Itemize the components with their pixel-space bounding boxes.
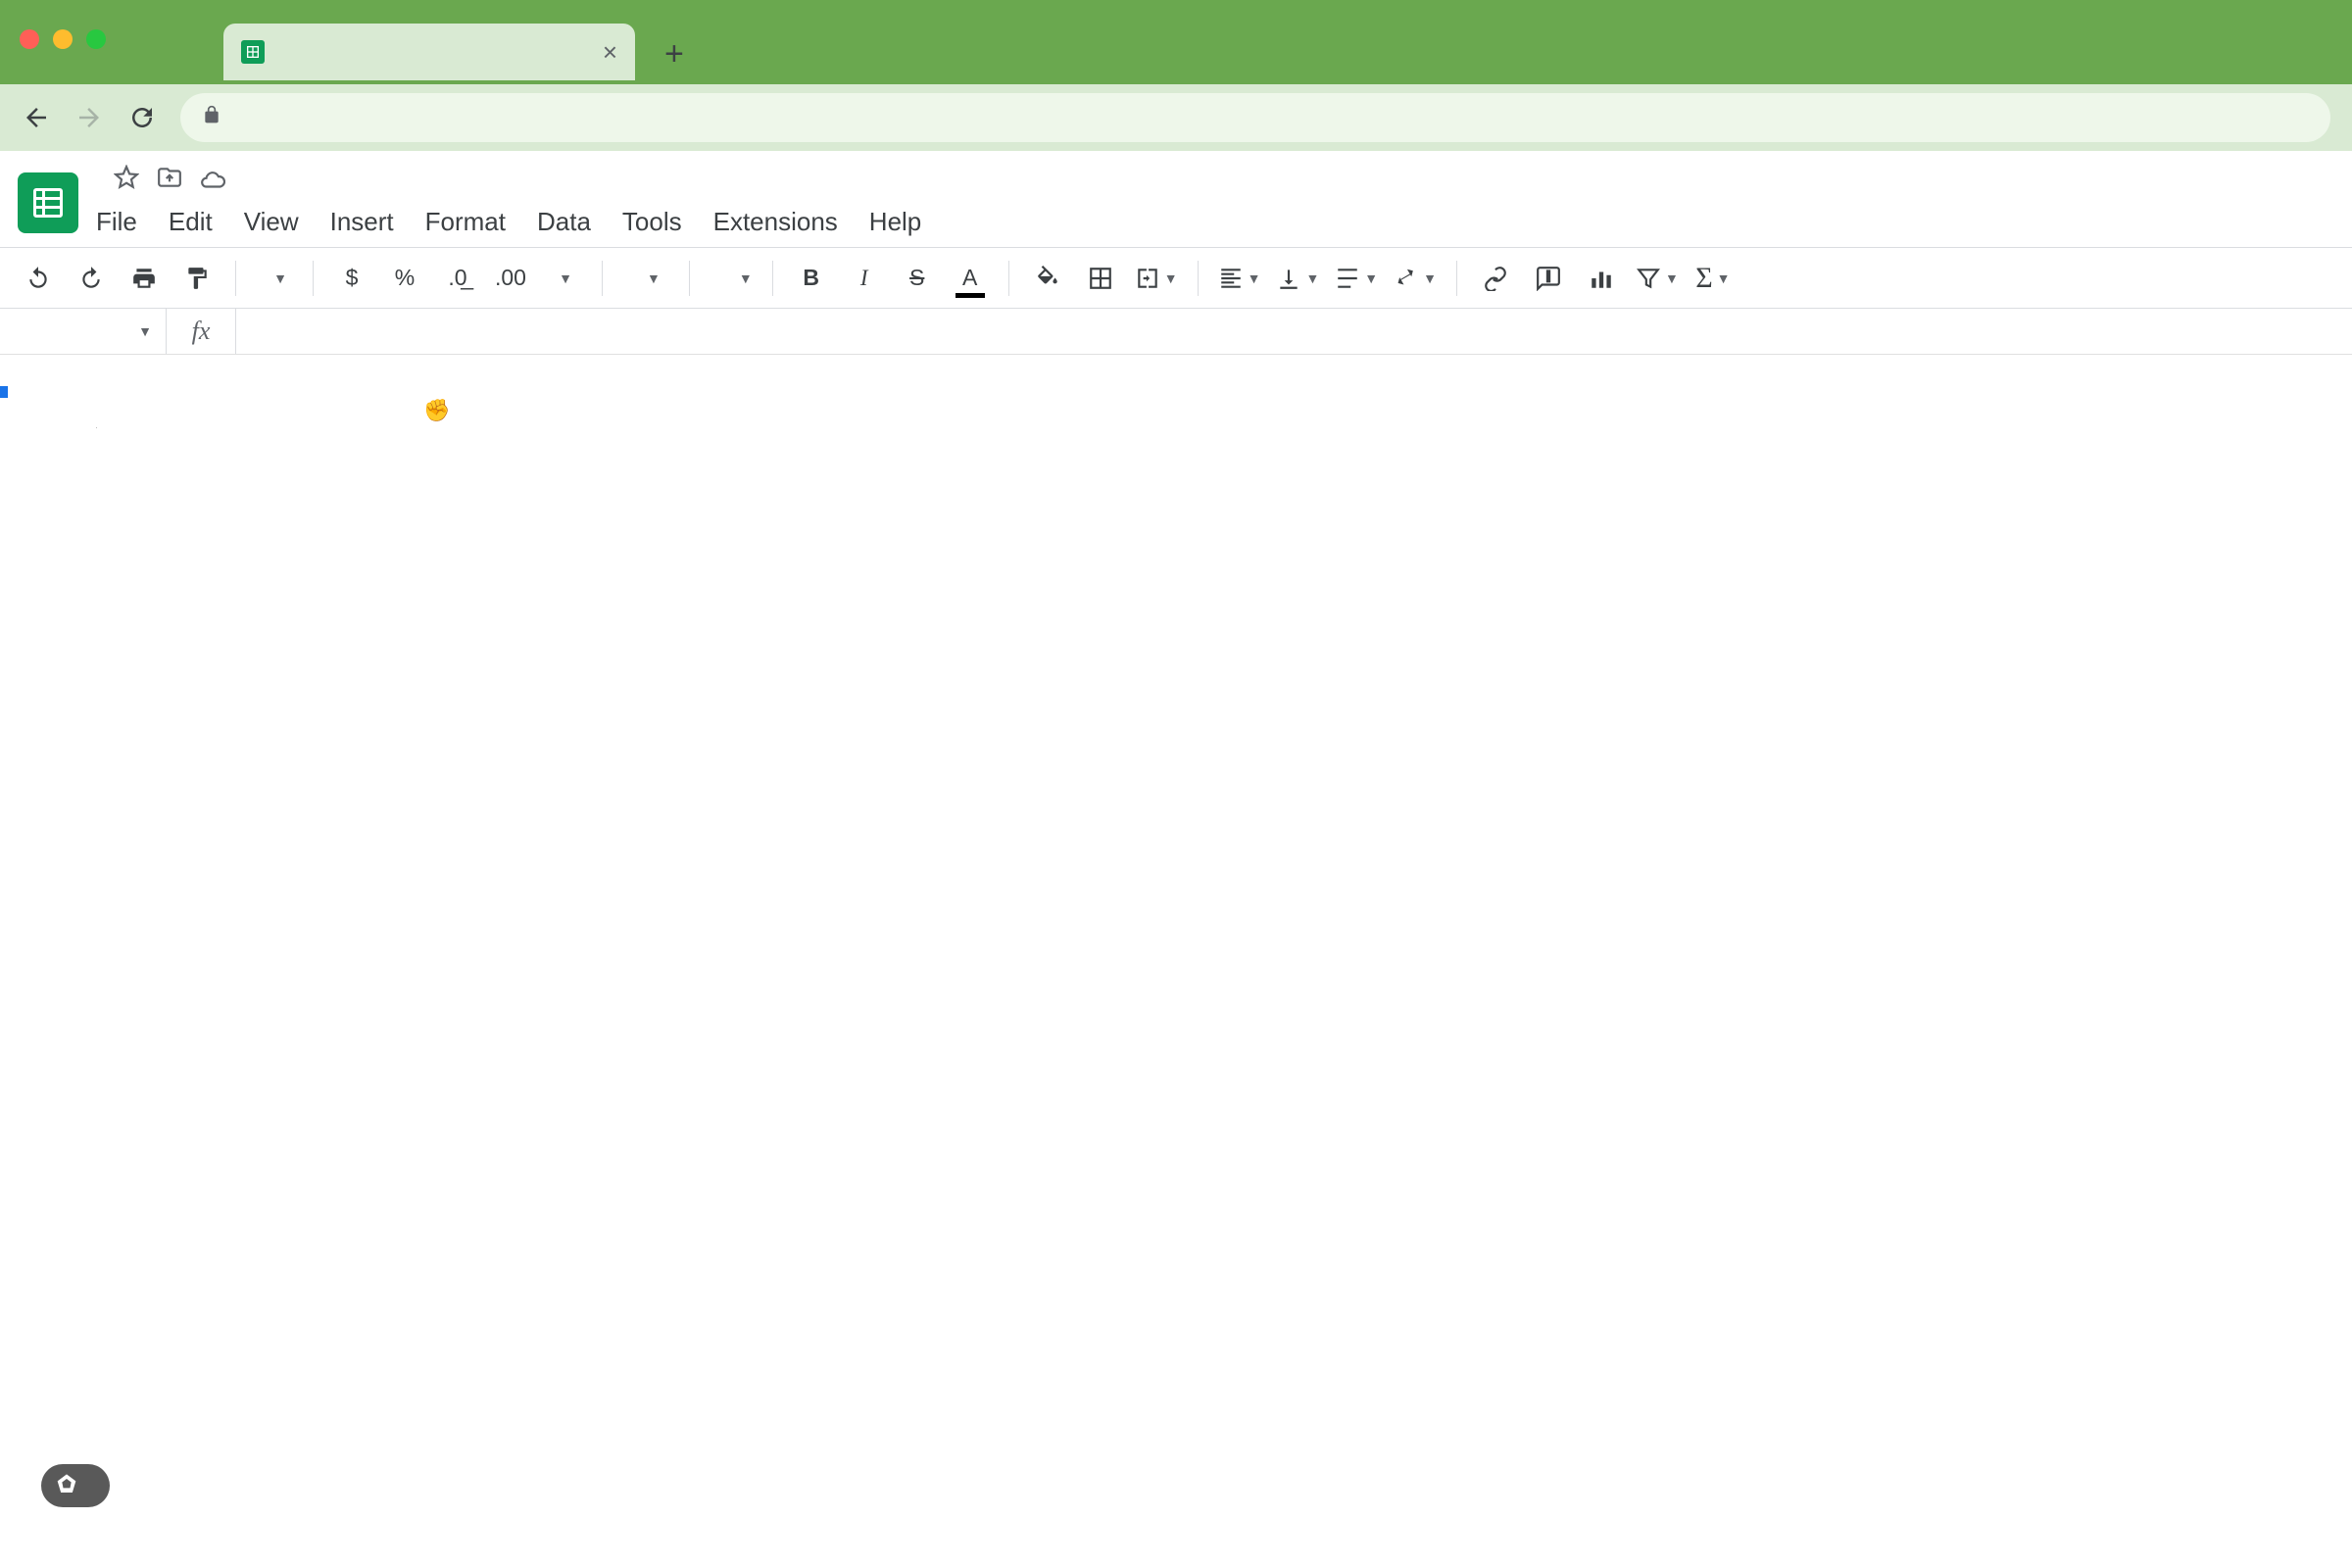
font-size-dropdown[interactable]: ▼ bbox=[710, 257, 753, 300]
italic-button[interactable]: I bbox=[846, 257, 883, 300]
filter-button[interactable]: ▼ bbox=[1636, 257, 1679, 300]
rotate-button[interactable]: ▼ bbox=[1394, 257, 1437, 300]
currency-button[interactable]: $ bbox=[333, 257, 370, 300]
functions-button[interactable]: Σ▼ bbox=[1694, 257, 1732, 300]
increase-decimal-button[interactable]: .00 bbox=[492, 257, 529, 300]
decrease-decimal-button[interactable]: .0̲ bbox=[439, 257, 476, 300]
bold-button[interactable]: B bbox=[793, 257, 830, 300]
url-field[interactable] bbox=[180, 93, 2330, 142]
maximize-window-button[interactable] bbox=[86, 29, 106, 49]
name-box[interactable]: ▼ bbox=[0, 309, 167, 354]
zoom-dropdown[interactable]: ▼ bbox=[256, 257, 293, 300]
move-icon[interactable] bbox=[157, 165, 182, 195]
new-tab-button[interactable]: + bbox=[664, 35, 684, 74]
number-format-dropdown[interactable]: ▼ bbox=[545, 257, 582, 300]
minimize-window-button[interactable] bbox=[53, 29, 73, 49]
menu-bar: File Edit View Insert Format Data Tools … bbox=[96, 207, 2334, 237]
wrap-button[interactable]: ▼ bbox=[1335, 257, 1378, 300]
merge-button[interactable]: ▼ bbox=[1135, 257, 1178, 300]
formula-row: ▼ fx bbox=[0, 308, 2352, 355]
menu-format[interactable]: Format bbox=[425, 207, 506, 237]
reload-button[interactable] bbox=[127, 103, 157, 132]
forward-button[interactable] bbox=[74, 103, 104, 132]
undo-button[interactable] bbox=[20, 257, 57, 300]
print-button[interactable] bbox=[125, 257, 163, 300]
lock-icon bbox=[202, 104, 221, 131]
paint-format-button[interactable] bbox=[178, 257, 216, 300]
star-icon[interactable] bbox=[114, 165, 139, 195]
link-button[interactable] bbox=[1477, 257, 1514, 300]
chart-button[interactable] bbox=[1583, 257, 1620, 300]
text-color-button[interactable]: A bbox=[952, 257, 989, 300]
grab-cursor-icon: ✊ bbox=[423, 398, 450, 423]
fx-icon: fx bbox=[167, 317, 235, 346]
menu-view[interactable]: View bbox=[244, 207, 299, 237]
menu-insert[interactable]: Insert bbox=[330, 207, 394, 237]
borders-button[interactable] bbox=[1082, 257, 1119, 300]
tab-close-icon[interactable]: × bbox=[603, 37, 617, 68]
percent-button[interactable]: % bbox=[386, 257, 423, 300]
browser-tab[interactable]: × bbox=[223, 24, 635, 80]
back-button[interactable] bbox=[22, 103, 51, 132]
cloud-icon bbox=[200, 168, 225, 193]
strikethrough-button[interactable]: S bbox=[899, 257, 936, 300]
h-align-button[interactable]: ▼ bbox=[1218, 257, 1261, 300]
menu-tools[interactable]: Tools bbox=[622, 207, 682, 237]
font-dropdown[interactable]: ▼ bbox=[622, 257, 669, 300]
menu-data[interactable]: Data bbox=[537, 207, 591, 237]
formula-input[interactable] bbox=[235, 309, 2352, 354]
chart-plot bbox=[96, 427, 97, 428]
menu-file[interactable]: File bbox=[96, 207, 137, 237]
spreadsheet-grid bbox=[0, 355, 2352, 390]
sheets-favicon-icon bbox=[241, 40, 265, 64]
menu-edit[interactable]: Edit bbox=[169, 207, 213, 237]
window-controls bbox=[20, 12, 106, 49]
sheets-header: File Edit View Insert Format Data Tools … bbox=[0, 151, 2352, 237]
toolbar: ▼ $ % .0̲ .00 ▼ ▼ ▼ B I S A ▼ ▼ ▼ ▼ ▼ ▼ … bbox=[0, 247, 2352, 308]
fill-color-button[interactable] bbox=[1029, 257, 1066, 300]
gifox-badge bbox=[41, 1464, 110, 1507]
comment-button[interactable] bbox=[1530, 257, 1567, 300]
menu-extensions[interactable]: Extensions bbox=[713, 207, 838, 237]
address-bar bbox=[0, 84, 2352, 151]
embedded-chart[interactable]: ✊ bbox=[0, 390, 4, 394]
sheets-logo-icon[interactable] bbox=[18, 172, 78, 233]
menu-help[interactable]: Help bbox=[869, 207, 921, 237]
gifox-icon bbox=[53, 1472, 80, 1499]
browser-tab-bar: × + bbox=[0, 0, 2352, 84]
close-window-button[interactable] bbox=[20, 29, 39, 49]
v-align-button[interactable]: ▼ bbox=[1276, 257, 1319, 300]
saved-status[interactable] bbox=[200, 168, 235, 193]
redo-button[interactable] bbox=[73, 257, 110, 300]
